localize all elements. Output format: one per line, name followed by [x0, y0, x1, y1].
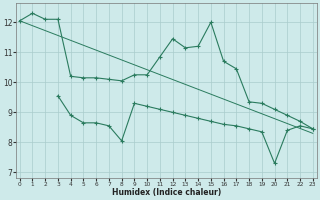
- X-axis label: Humidex (Indice chaleur): Humidex (Indice chaleur): [112, 188, 221, 197]
